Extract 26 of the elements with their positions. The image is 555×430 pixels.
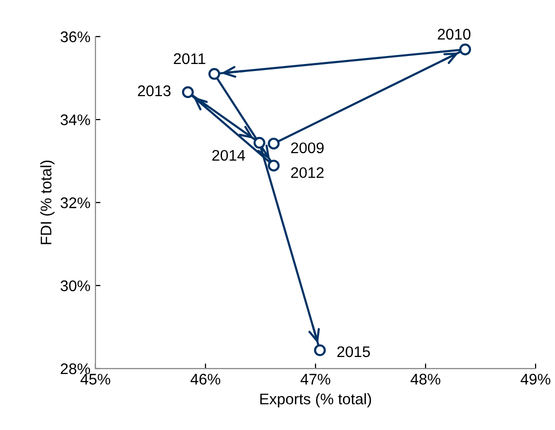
x-tick-label: 46%	[190, 374, 220, 385]
annotation: 2013	[138, 85, 171, 96]
annotation: 2014	[212, 150, 246, 161]
point	[314, 344, 326, 356]
y-tick-label: 32%	[60, 197, 90, 208]
y-axis-title: FDI (% total)	[40, 160, 54, 244]
point	[182, 86, 194, 98]
point	[459, 44, 472, 56]
point	[208, 68, 220, 80]
y-tick-label: 28%	[60, 363, 90, 374]
annotation: 2012	[291, 167, 324, 178]
point	[268, 138, 280, 150]
y-tick-label: 30%	[60, 280, 90, 292]
x-tick-label: 47%	[300, 374, 330, 385]
annotation: 2009	[291, 142, 324, 154]
point	[268, 160, 280, 172]
x-tick-label: 45%	[80, 374, 110, 385]
y-tick-label: 36%	[60, 31, 90, 42]
point	[253, 136, 266, 149]
x-tick-label: 48%	[410, 374, 440, 385]
annotation: 2010	[438, 28, 470, 40]
annotation: 2011	[174, 53, 206, 64]
x-axis-title: Exports (% total)	[260, 393, 372, 408]
x-tick-label: 49%	[520, 374, 550, 385]
annotation: 2015	[337, 346, 370, 358]
y-tick-label: 34%	[60, 114, 90, 126]
